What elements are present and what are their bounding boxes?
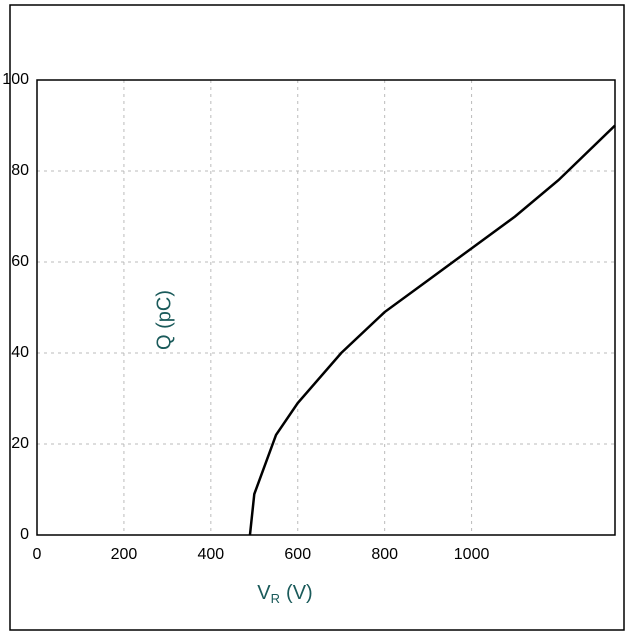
frame [10,5,624,630]
x-tick-label: 400 [197,546,224,563]
y-tick-label: 20 [11,435,29,452]
x-tick-label: 600 [284,546,311,563]
x-tick-label: 1000 [454,546,490,563]
y-tick-label: 0 [20,526,29,543]
x-label-main: V [257,582,271,604]
y-axis-label: Q (pC) [153,290,175,350]
y-tick-label: 80 [11,162,29,179]
chart: Q (pC) VR(V) 020406080100020040060080010… [0,0,629,635]
y-tick-label: 100 [2,71,29,88]
x-label-unit: (V) [286,582,313,604]
x-tick-label: 800 [371,546,398,563]
x-tick-label: 200 [111,546,138,563]
x-label-sub: R [271,591,280,606]
x-tick-label: 0 [33,546,42,563]
y-tick-label: 60 [11,253,29,270]
y-tick-label: 40 [11,344,29,361]
